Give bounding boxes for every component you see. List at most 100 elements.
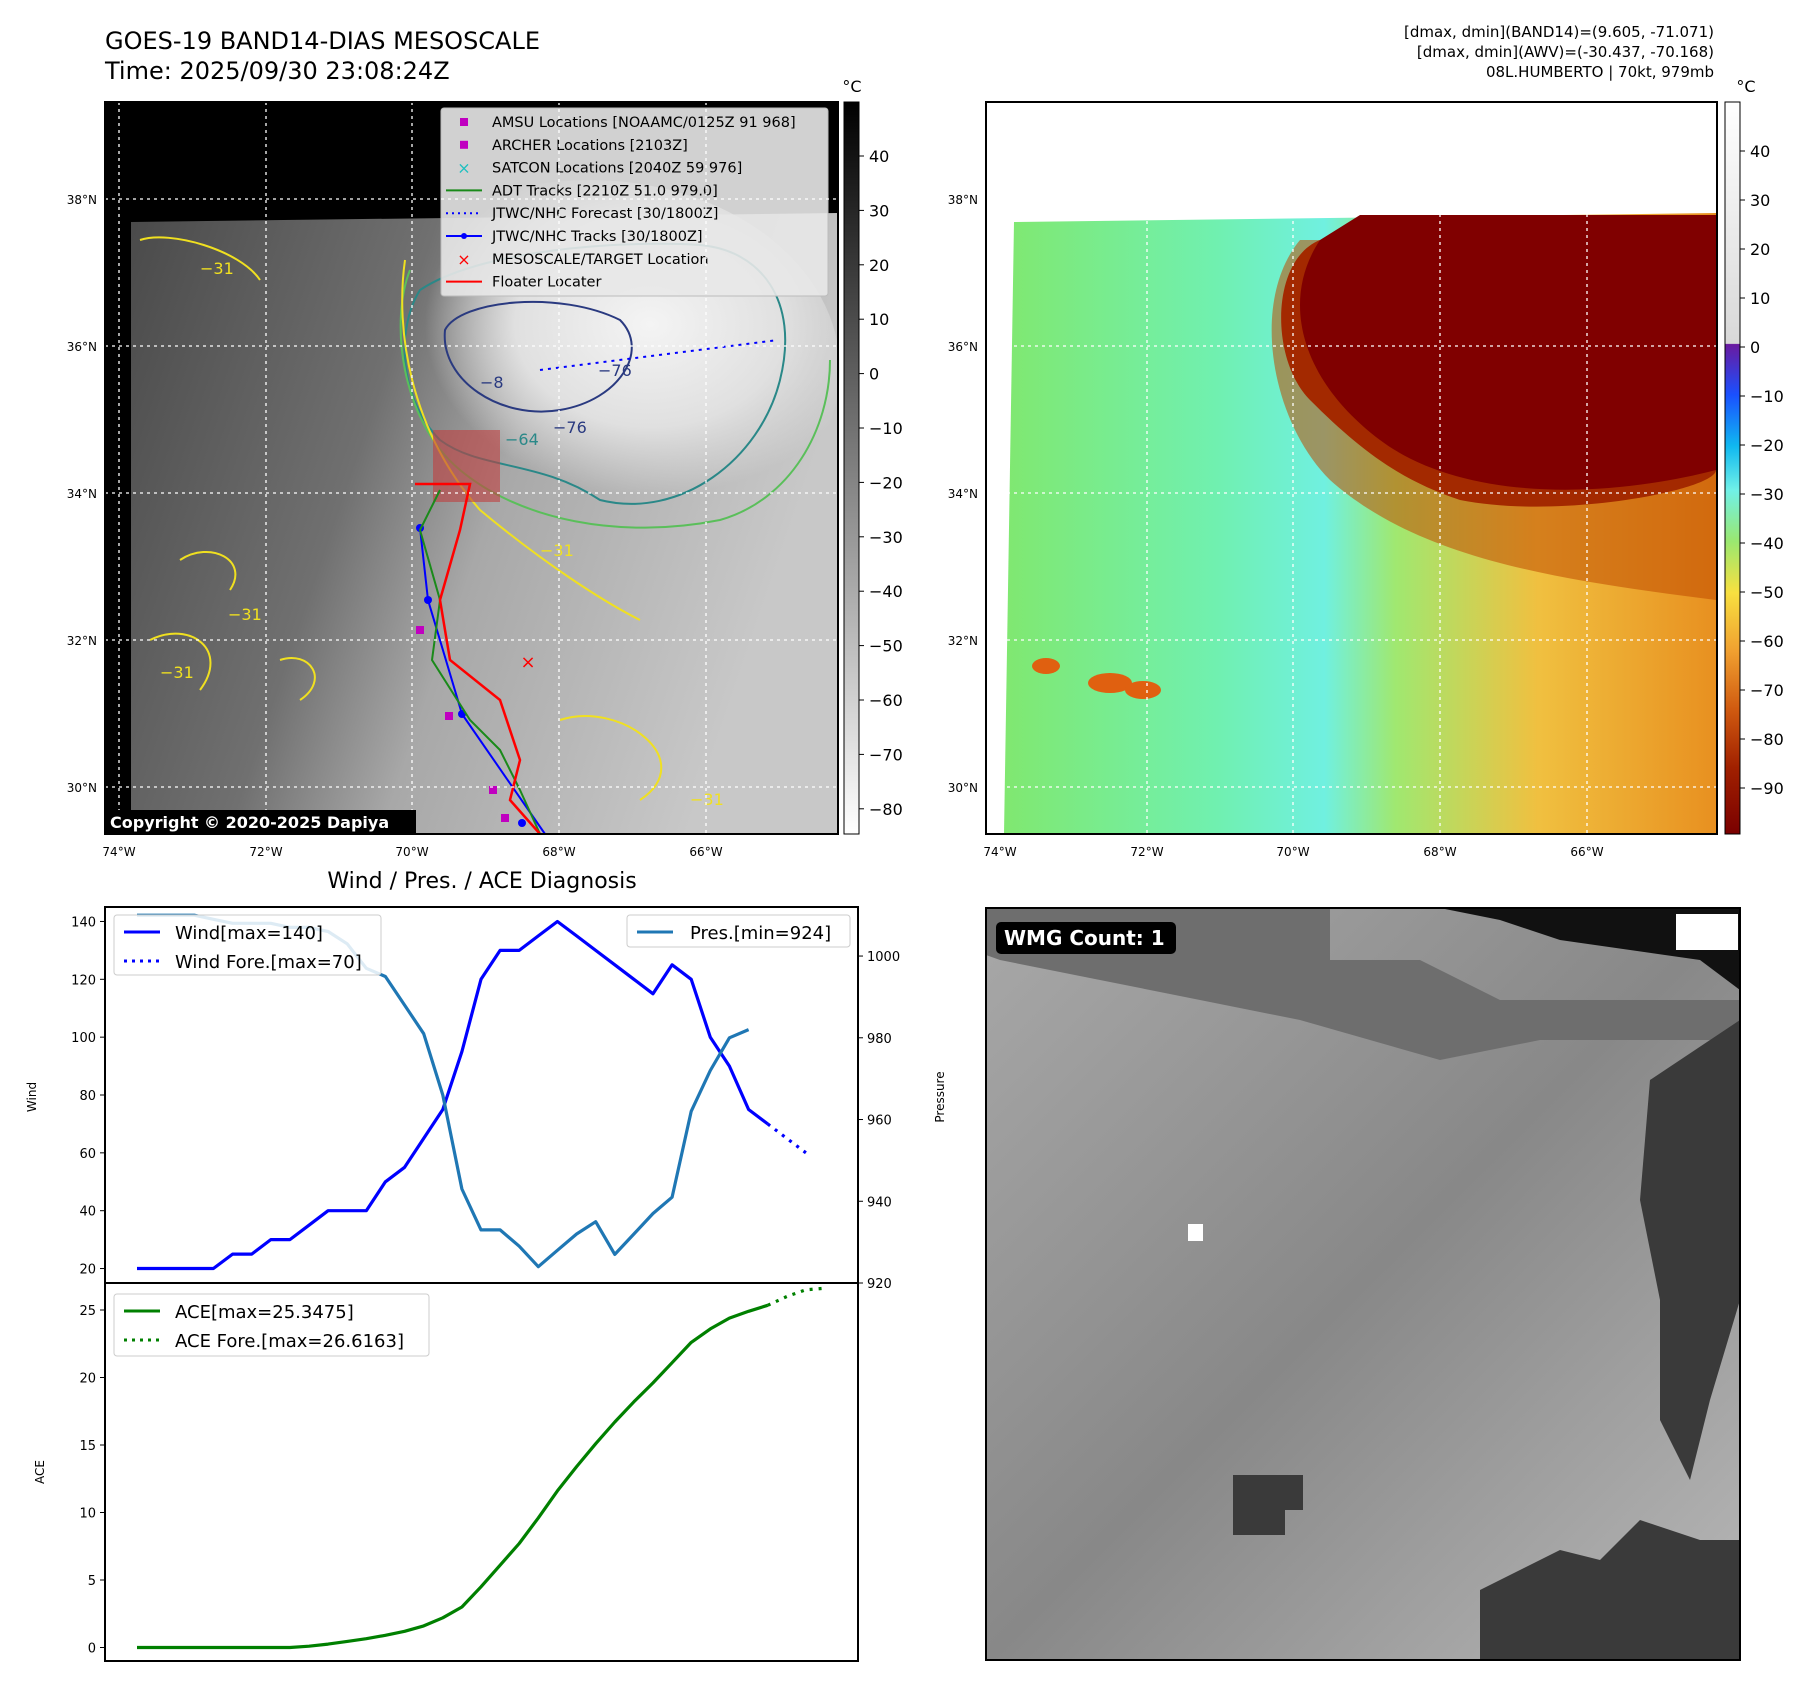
colorbar-tick-label: 20 bbox=[869, 256, 889, 275]
ir-contour-green bbox=[399, 269, 831, 529]
lat-tick-label: 36°N bbox=[67, 340, 97, 354]
colorbar-tick-label: −40 bbox=[869, 582, 903, 601]
ace-legend-label: ACE[max=25.3475] bbox=[175, 1302, 354, 1323]
ace-tick-label: 20 bbox=[79, 1372, 96, 1387]
ace-forecast-line bbox=[767, 1286, 826, 1307]
ace-tick-label: 0 bbox=[88, 1642, 96, 1657]
colorbar-tick-label: 30 bbox=[869, 201, 889, 220]
pressure-tick-label: 960 bbox=[867, 1114, 892, 1129]
ir-frame bbox=[104, 101, 839, 835]
pressure-legend-label: Pres.[min=924] bbox=[690, 923, 831, 944]
ir-legend-items: AMSU Locations [NOAAMC/0125Z 91 968] ARCH… bbox=[446, 115, 796, 291]
colorbar-tick-label: −70 bbox=[869, 745, 903, 764]
ace-line bbox=[137, 1303, 769, 1650]
legend-label: ARCHER Locations [2103Z] bbox=[492, 138, 688, 154]
ir-contour-navy bbox=[443, 300, 633, 413]
ir-panel: × −31 −31 −31 −31 −31 −64 −76 −76 −8 AMS… bbox=[67, 77, 903, 859]
wmg-dark-corner bbox=[1480, 1520, 1740, 1660]
awv-frame bbox=[985, 101, 1718, 835]
ace-axis-label: ACE bbox=[33, 1460, 47, 1484]
legend-label: SATCON Locations [2040Z 59 976] bbox=[492, 161, 742, 177]
ir-contour-scattered bbox=[139, 236, 663, 801]
lat-tick-label: 32°N bbox=[67, 634, 97, 648]
wind-tick-label: 120 bbox=[71, 973, 96, 988]
wmg-white-cell bbox=[1188, 1224, 1203, 1241]
wind-tick-label: 140 bbox=[71, 915, 96, 930]
colorbar-tick-label: 10 bbox=[869, 310, 889, 329]
wmg-white-patch bbox=[1676, 914, 1738, 950]
timestamp: Time: 2025/09/30 23:08:24Z bbox=[105, 57, 450, 85]
colorbar-tick-label: −40 bbox=[1750, 534, 1784, 553]
colorbar-tick-label: 0 bbox=[869, 365, 879, 384]
lat-tick-label: 30°N bbox=[67, 781, 97, 795]
awv-range: [dmax, dmin](AWV)=(-30.437, -70.168) bbox=[1416, 43, 1714, 61]
awv-colorbar bbox=[1724, 101, 1741, 835]
copyright-box bbox=[106, 810, 416, 834]
pressure-tick-label: 920 bbox=[867, 1277, 892, 1292]
ace-tick-label: 5 bbox=[88, 1574, 96, 1589]
wind-tick-label: 20 bbox=[79, 1263, 96, 1278]
awv-cell bbox=[1088, 673, 1132, 693]
colorbar-tick-label: 40 bbox=[1750, 142, 1770, 161]
wind-tick-label: 100 bbox=[71, 1031, 96, 1046]
jtwc-track bbox=[419, 527, 546, 835]
wind-tick-label: 60 bbox=[79, 1147, 96, 1162]
lon-tick-label: 70°W bbox=[1276, 845, 1309, 859]
colorbar-tick-label: −20 bbox=[1750, 436, 1784, 455]
adt-track bbox=[418, 489, 541, 835]
amsu-marker bbox=[501, 814, 509, 822]
wmg-count-badge: WMG Count: 1 bbox=[1004, 926, 1165, 950]
lat-tick-label: 34°N bbox=[948, 487, 978, 501]
wmg-dark-edge bbox=[1640, 1020, 1740, 1480]
ir-gridlines bbox=[105, 102, 838, 834]
pressure-tick-label: 940 bbox=[867, 1195, 892, 1210]
lon-tick-label: 70°W bbox=[395, 845, 428, 859]
lon-tick-label: 74°W bbox=[983, 845, 1016, 859]
copyright: Copyright © 2020-2025 Dapiya bbox=[110, 813, 389, 832]
ir-contour-yellow bbox=[401, 259, 641, 621]
contour-label: −31 bbox=[690, 790, 724, 809]
colorbar-tick-label: −80 bbox=[1750, 730, 1784, 749]
awv-panel: °C 403020100−10−20−30−40−50−60−70−80−90 … bbox=[948, 77, 1784, 859]
lon-tick-label: 72°W bbox=[249, 845, 282, 859]
colorbar-tick-label: 40 bbox=[869, 147, 889, 166]
wmg-frame bbox=[985, 907, 1741, 1661]
colorbar-tick-label: −80 bbox=[869, 800, 903, 819]
ir-colorbar bbox=[843, 101, 860, 835]
ir-colorbar-unit: °C bbox=[842, 77, 861, 96]
lat-tick-label: 34°N bbox=[67, 487, 97, 501]
legend-swatch bbox=[461, 233, 467, 239]
colorbar-tick-label: 30 bbox=[1750, 191, 1770, 210]
ace-tick-label: 25 bbox=[79, 1304, 96, 1319]
colorbar-tick-label: −50 bbox=[869, 637, 903, 656]
legend-swatch bbox=[460, 118, 468, 126]
lat-tick-label: 30°N bbox=[948, 781, 978, 795]
legend-label: ADT Tracks [2210Z 51.0 979.0] bbox=[492, 183, 718, 199]
archer-marker bbox=[445, 712, 453, 720]
wind-fore-legend-label: Wind Fore.[max=70] bbox=[175, 952, 362, 973]
lon-tick-label: 72°W bbox=[1130, 845, 1163, 859]
colorbar-tick-label: −60 bbox=[869, 691, 903, 710]
wind-tick-label: 40 bbox=[79, 1205, 96, 1220]
wmg-dark-cell bbox=[1233, 1475, 1303, 1535]
pressure-legend bbox=[626, 914, 851, 948]
band14-range: [dmax, dmin](BAND14)=(9.605, -71.071) bbox=[1403, 23, 1714, 41]
lat-tick-label: 36°N bbox=[948, 340, 978, 354]
mesoscale-target-box bbox=[433, 430, 500, 502]
colorbar-tick-label: 20 bbox=[1750, 240, 1770, 259]
colorbar-tick-label: −30 bbox=[869, 528, 903, 547]
ir-axis-labels: 38°N 36°N 34°N 32°N 30°N 74°W 72°W 70°W 68°W 66°W bbox=[67, 193, 723, 859]
lon-tick-label: 68°W bbox=[542, 845, 575, 859]
track-point bbox=[518, 819, 526, 827]
colorbar-tick-label: −60 bbox=[1750, 632, 1784, 651]
diagnosis-panel: Wind / Pres. / ACE Diagnosis Wind Pressu… bbox=[25, 869, 947, 1662]
legend-label: JTWC/NHC Forecast [30/1800Z] bbox=[491, 206, 718, 222]
colorbar-tick-label: −10 bbox=[869, 419, 903, 438]
contour-label: −31 bbox=[160, 663, 194, 682]
wmg-black-corner bbox=[1440, 908, 1740, 990]
awv-gridlines bbox=[986, 102, 1717, 834]
lat-tick-label: 38°N bbox=[67, 193, 97, 207]
ir-colorbar-ticks: 40 30 20 10 0 −10 −20 −30 −40 −50 −60 −70 −80 bbox=[859, 147, 903, 819]
lon-tick-label: 66°W bbox=[689, 845, 722, 859]
colorbar-tick-label: 0 bbox=[1750, 338, 1760, 357]
